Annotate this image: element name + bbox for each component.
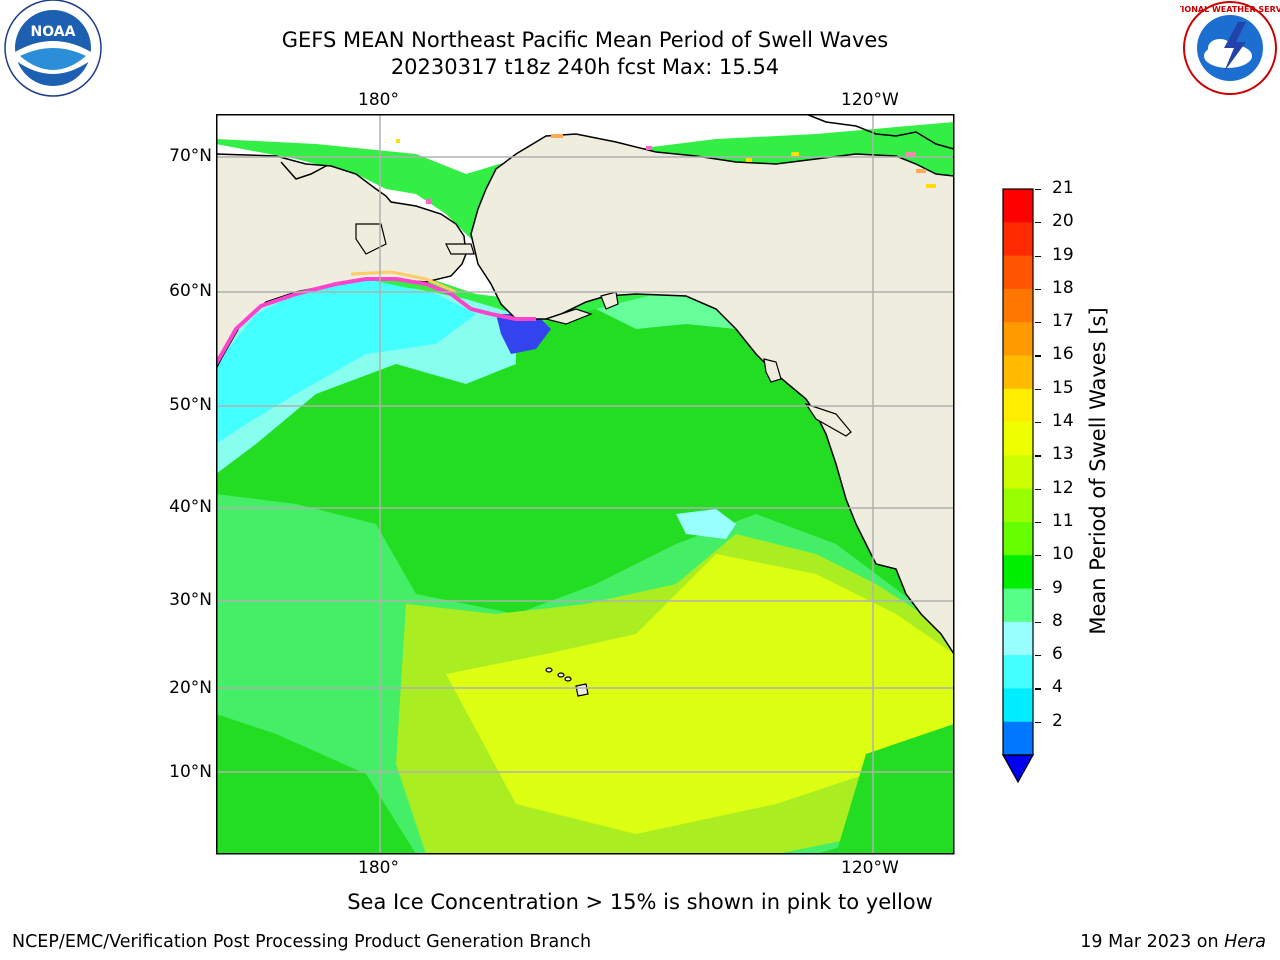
lat-label-40n: 40°N xyxy=(169,497,212,517)
haida-gwaii xyxy=(763,358,782,383)
sea-ice-edge xyxy=(216,277,536,365)
footer-date-text: 19 Mar 2023 on xyxy=(1080,932,1225,952)
yellow-swell-zone xyxy=(446,554,954,834)
colorbar-block xyxy=(1003,455,1033,490)
colorbar-tick-label: 11 xyxy=(1052,510,1074,531)
colorbar-block xyxy=(1003,555,1033,590)
hawaii-islands xyxy=(545,667,589,697)
colorbar-block xyxy=(1003,688,1033,723)
cyan-patch xyxy=(676,509,736,539)
light-cyan-zone xyxy=(216,279,476,444)
colorbar-tick-mark xyxy=(1035,222,1041,224)
chart-subtitle: 20230317 t18z 240h fcst Max: 15.54 xyxy=(390,55,780,79)
colorbar-tick-mark xyxy=(1035,621,1041,623)
colorbar-block xyxy=(1003,222,1033,257)
colorbar-tick-label: 14 xyxy=(1052,411,1074,432)
colorbar-block xyxy=(1003,655,1033,689)
colorbar-block xyxy=(1003,488,1033,523)
low-period-zone xyxy=(496,314,551,354)
colorbar-tick-label: 20 xyxy=(1052,211,1074,232)
colorbar-tick-label: 2 xyxy=(1052,710,1063,731)
colorbar-tick-mark xyxy=(1035,288,1041,291)
noaa-logo-icon: NOAA xyxy=(4,0,102,97)
colorbar-tick-mark xyxy=(1035,488,1041,490)
colorbar-tick-label: 10 xyxy=(1052,544,1074,565)
swell-period-map xyxy=(216,114,955,855)
colorbar-tick-label: 17 xyxy=(1052,311,1074,332)
colorbar-tick-mark xyxy=(1035,521,1041,524)
top-lon-label-120w: 120°W xyxy=(841,90,899,110)
colorbar-block xyxy=(1003,621,1033,656)
map-frame xyxy=(216,114,955,855)
footer-host: Hera xyxy=(1224,932,1266,952)
colorbar-tick-label: 8 xyxy=(1052,610,1063,631)
colorbar-tick-mark xyxy=(1035,655,1041,657)
colorbar-tick-label: 16 xyxy=(1052,344,1074,365)
colorbar-tick-mark xyxy=(1035,355,1041,357)
colorbar-tick-label: 18 xyxy=(1052,277,1074,298)
st-lawrence-island xyxy=(355,223,387,255)
colorbar-tick-label: 4 xyxy=(1052,677,1063,698)
colorbar-tick-label: 12 xyxy=(1052,477,1074,498)
arctic-ice-specks xyxy=(396,134,936,204)
colorbar-tick-label: 15 xyxy=(1052,377,1074,398)
nws-ring-text: NATIONAL WEATHER SERVICE xyxy=(1180,5,1280,14)
vancouver-island xyxy=(804,402,852,437)
lat-label-10n: 10°N xyxy=(169,762,212,782)
colorbar-tick-mark xyxy=(1035,721,1041,723)
colorbar-tick-mark xyxy=(1035,189,1041,191)
colorbar-tick-mark xyxy=(1035,555,1041,557)
colorbar-tick-label: 21 xyxy=(1052,178,1074,198)
colorbar-block xyxy=(1003,721,1033,756)
nws-logo-icon: NATIONAL WEATHER SERVICE xyxy=(1180,1,1280,95)
colorbar-tick-label: 13 xyxy=(1052,444,1074,465)
colorbar-block xyxy=(1003,355,1033,390)
colorbar-tick-mark xyxy=(1035,688,1041,690)
colorbar xyxy=(1001,188,1035,784)
colorbar-tick-label: 6 xyxy=(1052,644,1063,665)
colorbar-under-arrow xyxy=(1001,754,1035,784)
colorbar-tick-mark xyxy=(1035,455,1041,457)
colorbar-tick-label: 9 xyxy=(1052,577,1063,598)
colorbar-block xyxy=(1003,521,1033,556)
footer-date: 19 Mar 2023 on Hera xyxy=(1080,932,1266,952)
colorbar-block xyxy=(1003,288,1033,323)
colorbar-tick-mark xyxy=(1035,588,1041,590)
colorbar-block xyxy=(1003,189,1033,223)
colorbar-frame xyxy=(1002,188,1034,756)
bottom-lon-label-180: 180° xyxy=(358,858,399,878)
graticule xyxy=(216,114,954,854)
colorbar-block xyxy=(1003,588,1033,623)
lat-label-50n: 50°N xyxy=(169,395,212,415)
lat-label-70n: 70°N xyxy=(169,146,212,166)
colorbar-tick-mark xyxy=(1035,255,1041,257)
colorbar-block xyxy=(1003,255,1033,290)
colorbar-block xyxy=(1003,388,1033,423)
sea-ice-note: Sea Ice Concentration > 15% is shown in … xyxy=(347,890,933,914)
lat-label-20n: 20°N xyxy=(169,678,212,698)
lat-label-30n: 30°N xyxy=(169,590,212,610)
colorbar-tick-mark xyxy=(1035,322,1041,324)
colorbar-tick-mark xyxy=(1035,422,1041,424)
lat-label-60n: 60°N xyxy=(169,281,212,301)
colorbar-label: Mean Period of Swell Waves [s] xyxy=(1086,307,1110,635)
colorbar-block xyxy=(1003,322,1033,356)
kodiak-island xyxy=(600,291,619,310)
chart-title: GEFS MEAN Northeast Pacific Mean Period … xyxy=(281,28,889,52)
colorbar-tick-mark xyxy=(1035,388,1041,390)
colorbar-tick-label: 19 xyxy=(1052,244,1074,265)
noaa-logo-text: NOAA xyxy=(31,24,76,40)
colorbar-block xyxy=(1003,422,1033,456)
top-lon-label-180: 180° xyxy=(358,90,399,110)
footer-credit: NCEP/EMC/Verification Post Processing Pr… xyxy=(12,932,592,952)
bottom-lon-label-120w: 120°W xyxy=(841,858,899,878)
